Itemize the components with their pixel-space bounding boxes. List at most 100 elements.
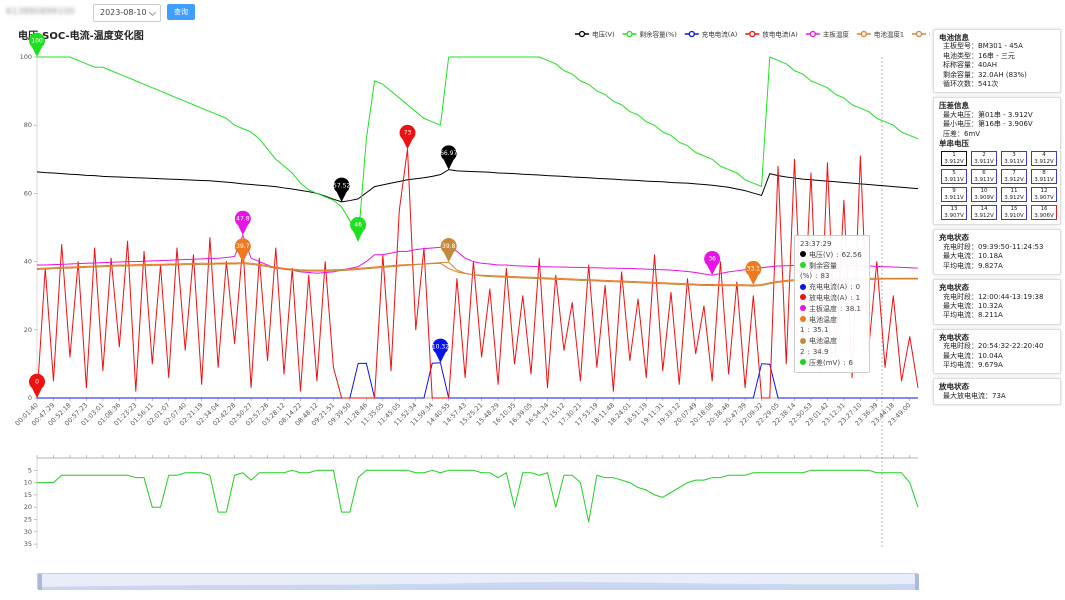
marker-label: 10.32 bbox=[432, 343, 449, 350]
tooltip-dot bbox=[800, 337, 806, 344]
tooltip-sep: : bbox=[840, 304, 843, 313]
marker-pin bbox=[432, 338, 449, 363]
legend-icon bbox=[860, 30, 867, 38]
marker-label: 0 bbox=[35, 379, 39, 386]
slider-area bbox=[38, 582, 919, 590]
y-tick-label: 0 bbox=[28, 394, 32, 402]
tooltip-name: 电压(V) bbox=[809, 250, 834, 259]
zoom-slider[interactable] bbox=[37, 573, 919, 590]
marker-pin bbox=[399, 124, 416, 150]
cell-index: 9 bbox=[952, 188, 956, 195]
cell-voltage: 6 3.911V bbox=[971, 169, 997, 185]
cell-value: 3.907V bbox=[944, 212, 964, 219]
card-subtitle: 单串电压 bbox=[939, 139, 969, 149]
tooltip-value: 35.1 bbox=[812, 326, 829, 335]
cell-value: 3.909V bbox=[974, 194, 994, 201]
card-title: 放电状态 bbox=[939, 382, 969, 392]
cell-index: 7 bbox=[1012, 170, 1016, 177]
card-line: 充电时段：09:39:50-11:24:53 bbox=[943, 242, 1044, 251]
marker-label: 39.8 bbox=[442, 243, 456, 250]
marker-pin bbox=[440, 145, 457, 170]
cell-index: 12 bbox=[1040, 188, 1048, 195]
cell-value: 3.911V bbox=[974, 158, 994, 165]
cell-voltage: 14 3.912V bbox=[971, 205, 997, 221]
legend-icon bbox=[915, 30, 923, 38]
y-tick-label: 15 bbox=[24, 491, 32, 499]
cell-value: 3.912V bbox=[1004, 176, 1024, 183]
legend-icon bbox=[749, 30, 756, 38]
marker-label: 66.97 bbox=[440, 150, 457, 157]
tooltip-name: 主板温度 bbox=[809, 304, 837, 313]
date-picker[interactable]: 2023-08-10 bbox=[93, 4, 161, 22]
cell-grid: 1 3.912V 2 3.911V 3 3.911V 4 3.912V 5 3.911V 6 3.91… bbox=[939, 148, 1057, 221]
tooltip-dot bbox=[800, 262, 806, 269]
cell-index: 4 bbox=[1042, 152, 1046, 159]
card-line: 剩余容量：32.0AH (83%) bbox=[943, 70, 1027, 79]
card-line: 最大放电电流：73A bbox=[943, 391, 1006, 400]
cell-value: 3.911V bbox=[944, 194, 964, 201]
card-line: 充电时段：12:00:44-13:19:38 bbox=[943, 292, 1044, 301]
cell-index: 2 bbox=[982, 152, 986, 159]
y-tick-label: 20 bbox=[24, 326, 32, 334]
cell-index: 15 bbox=[1010, 206, 1018, 213]
cell-voltage: 3 3.911V bbox=[1001, 151, 1027, 167]
series-line bbox=[36, 262, 918, 286]
marker-label: 73 bbox=[404, 130, 412, 137]
tooltip-row: 电压(V):62.56 bbox=[800, 250, 864, 261]
legend-label: 充电电流(A) bbox=[702, 30, 738, 39]
cell-index: 3 bbox=[1012, 152, 1016, 159]
info-card: 压差信息 最大电压：第01串 - 3.912V 最小电压：第16串 - 3.906V… bbox=[933, 97, 1061, 226]
cell-voltage: 13 3.907V bbox=[941, 205, 967, 221]
card-line: 平均电流：9.827A bbox=[943, 261, 1003, 270]
series-line bbox=[37, 56, 919, 242]
slider-handle[interactable] bbox=[915, 574, 919, 590]
legend-icon bbox=[578, 30, 586, 38]
marker-pin bbox=[29, 373, 45, 398]
tooltip-sep: : bbox=[850, 293, 853, 302]
slider-handle[interactable] bbox=[38, 574, 42, 590]
info-card: 放电状态 最大放电电流：73A bbox=[933, 378, 1061, 406]
cell-value: 3.911V bbox=[944, 176, 964, 183]
cell-voltage: 7 3.912V bbox=[1001, 169, 1027, 185]
tooltip-sep: : bbox=[807, 326, 810, 335]
card-title: 压差信息 bbox=[939, 101, 969, 111]
card-line: 压差：6mV bbox=[943, 129, 981, 138]
marker-label: 33.1 bbox=[747, 266, 761, 273]
legend-label: 主板温度 bbox=[823, 30, 850, 39]
marker-label: 100 bbox=[31, 38, 43, 45]
card-line: 最大电流：10.18A bbox=[943, 252, 1003, 261]
tooltip-name: 电池温度2 bbox=[800, 337, 837, 356]
tooltip-name: 压差(mV) bbox=[809, 358, 841, 367]
legend-icon bbox=[626, 30, 633, 38]
tooltip-sep: : bbox=[843, 358, 846, 367]
cell-voltage: 4 3.912V bbox=[1031, 151, 1057, 167]
chart-title: 电压-SOC-电流-温度变化图 bbox=[18, 29, 144, 42]
legend-label: 剩余容量(%) bbox=[640, 30, 677, 39]
card-line: 最大电压：第01串 - 3.912V bbox=[943, 110, 1033, 119]
cell-voltage: 1 3.912V bbox=[941, 151, 967, 167]
y-tick-label: 35 bbox=[24, 540, 32, 548]
cell-voltage: 10 3.909V bbox=[971, 187, 997, 203]
card-line: 电池类型：16串 - 三元 bbox=[943, 51, 1015, 60]
cell-voltage: 5 3.911V bbox=[941, 169, 967, 185]
y-tick-label: 10 bbox=[24, 479, 32, 487]
tooltip-row: 充电电流(A):0 bbox=[800, 282, 864, 293]
tooltip-row: 主板温度:38.1 bbox=[800, 304, 864, 315]
card-line: 平均电流：9.679A bbox=[943, 360, 1003, 369]
card-title: 充电状态 bbox=[939, 233, 969, 243]
cell-value: 3.912V bbox=[974, 212, 994, 219]
marker-label: 57.52 bbox=[333, 182, 350, 189]
legend-icon bbox=[688, 30, 695, 38]
pressure-line bbox=[37, 469, 919, 523]
tooltip-value: 34.9 bbox=[812, 347, 829, 356]
cell-voltage: 11 3.912V bbox=[1001, 187, 1027, 203]
y-tick-label: 80 bbox=[24, 121, 32, 129]
marker-pin bbox=[704, 250, 721, 276]
tooltip-name: 充电电流(A) bbox=[809, 283, 848, 292]
query-button[interactable]: 查询 bbox=[167, 4, 195, 20]
tooltip-dot bbox=[800, 359, 806, 366]
cell-voltage: 16 3.906V bbox=[1031, 205, 1057, 221]
info-panel: 电池信息 主板型号：BM301 - 45A 电池类型：16串 - 三元 标称容量：40… bbox=[933, 29, 1061, 409]
card-line: 充电时段：20:54:32-22:20:40 bbox=[943, 342, 1044, 351]
